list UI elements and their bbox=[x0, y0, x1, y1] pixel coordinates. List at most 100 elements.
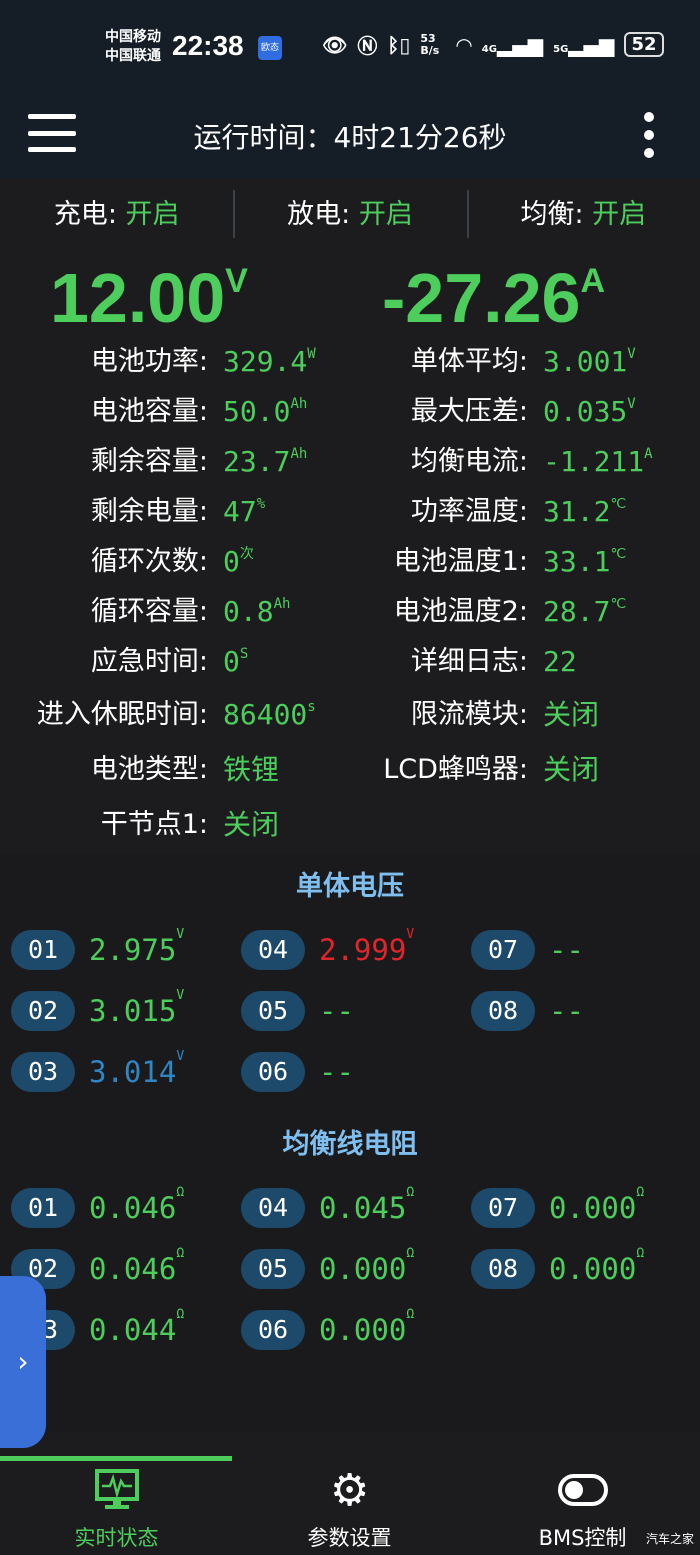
stat-value: 50.0Ah bbox=[223, 387, 307, 437]
stat-value: 关闭 bbox=[543, 745, 599, 795]
nfc-icon: Ⓝ bbox=[357, 34, 378, 58]
stat-row: LCD蜂鸣器: 关闭 bbox=[0, 745, 700, 795]
cell-unit: Ω bbox=[406, 1307, 415, 1322]
net-speed: 53 B/s bbox=[420, 31, 440, 57]
toggle-value: 开启 bbox=[592, 199, 647, 230]
status-bar: 中国移动 中国联通 22:38 欧态 👁 Ⓝ ᛒ▯ 53 B/s ◠ 4G▂▄▆ … bbox=[0, 0, 700, 90]
stat-value: 22 bbox=[543, 637, 577, 687]
stat-unit: Ah bbox=[273, 596, 291, 612]
cell-value-text: 0.000 bbox=[319, 1313, 407, 1347]
stat-value: 0.8Ah bbox=[223, 587, 290, 637]
cell-item: 05 -- bbox=[241, 991, 354, 1031]
stat-value-text: 铁锂 bbox=[223, 753, 280, 786]
cell-value-text: 2.975 bbox=[89, 933, 177, 967]
cell-item: 08 -- bbox=[471, 991, 584, 1031]
more-options-icon[interactable] bbox=[644, 112, 654, 158]
cell-item: 07 -- bbox=[471, 930, 584, 970]
cell-index-badge: 07 bbox=[471, 930, 535, 970]
stat-unit: ℃ bbox=[610, 546, 627, 562]
cell-unit: Ω bbox=[636, 1246, 645, 1261]
cell-item: 08 0.000Ω bbox=[471, 1246, 645, 1289]
stat-label: 电池温度2: bbox=[393, 596, 528, 627]
cell-value: -- bbox=[549, 933, 584, 967]
current-value: -27.26 bbox=[382, 259, 581, 337]
cell-unit: Ω bbox=[636, 1185, 645, 1200]
stat-label: 干节点1: bbox=[100, 809, 208, 840]
cell-unit: Ω bbox=[406, 1185, 415, 1200]
stat-value-text: 31.2 bbox=[543, 495, 611, 528]
stat-value-text: 33.1 bbox=[543, 545, 611, 578]
cell-value: 0.000Ω bbox=[549, 1185, 644, 1225]
cell-index-badge: 04 bbox=[241, 930, 305, 970]
toggle-icon bbox=[466, 1468, 699, 1512]
carrier-2: 中国联通 bbox=[105, 48, 161, 64]
stat-value: 关闭 bbox=[543, 690, 599, 740]
cell-index-badge: 05 bbox=[241, 1249, 305, 1289]
discharge-status[interactable]: 放电: 开启 bbox=[233, 178, 466, 252]
stat-value-text: 23.7 bbox=[223, 445, 291, 478]
stat-label: 均衡电流: bbox=[410, 446, 528, 477]
stat-row: 剩余容量: 23.7Ah bbox=[0, 437, 700, 487]
carrier-info: 中国移动 中国联通 bbox=[105, 28, 161, 66]
net-4g: 4G bbox=[481, 43, 497, 55]
cell-unit: V bbox=[176, 1049, 185, 1064]
stat-value: 关闭 bbox=[223, 800, 279, 850]
cell-panel: 单体电压 01 2.975V 02 3.015V 03 3.014V 04 2.999V 05-… bbox=[0, 852, 700, 1432]
nav-bms-control[interactable]: BMS控制 bbox=[466, 1468, 699, 1552]
cell-index-badge: 04 bbox=[241, 1188, 305, 1228]
stat-row: 最大压差: 0.035V bbox=[0, 387, 700, 437]
stat-value: 0次 bbox=[223, 537, 254, 587]
gear-icon: ⚙ bbox=[329, 1464, 370, 1516]
toggle-label: 充电 bbox=[53, 199, 108, 230]
nav-parameter-settings[interactable]: ⚙ 参数设置 bbox=[233, 1464, 466, 1552]
cell-value-text: 2.999 bbox=[319, 933, 407, 967]
toggle-label: 均衡 bbox=[520, 199, 575, 230]
wifi-icon: ◠ bbox=[456, 32, 472, 57]
stat-value: 23.7Ah bbox=[223, 437, 307, 487]
cell-value: 3.014V bbox=[89, 1049, 184, 1089]
cell-value-text: 0.000 bbox=[549, 1252, 637, 1286]
cell-item: 01 0.046Ω bbox=[11, 1185, 184, 1228]
cell-item: 06 -- bbox=[241, 1052, 354, 1092]
side-drawer-handle[interactable]: › bbox=[0, 1276, 46, 1448]
cell-index-badge: 08 bbox=[471, 1249, 535, 1289]
total-voltage: 12.00V bbox=[50, 258, 248, 338]
stat-value-text: 0.8 bbox=[223, 595, 274, 628]
cell-item: 02 0.046Ω bbox=[11, 1246, 184, 1289]
stat-value: 86400s bbox=[223, 690, 316, 740]
cell-value: 2.999V bbox=[319, 927, 414, 967]
cell-item: 04 0.045Ω bbox=[241, 1185, 415, 1228]
balance-status[interactable]: 均衡: 开启 bbox=[466, 178, 700, 252]
stat-value: 3.001V bbox=[543, 337, 636, 387]
cell-index-badge: 03 bbox=[11, 1052, 75, 1092]
cell-value: 2.975V bbox=[89, 927, 184, 967]
nav-label: 实时状态 bbox=[74, 1526, 159, 1550]
status-icons: 👁 Ⓝ ᛒ▯ 53 B/s ◠ 4G▂▄▆ 5G▂▄▆ 52 bbox=[322, 30, 664, 59]
voltage-unit: V bbox=[225, 262, 248, 300]
stat-value-text: 329.4 bbox=[223, 345, 308, 378]
stat-unit: s bbox=[307, 699, 316, 715]
balance-resistance-title: 均衡线电阻 bbox=[282, 1129, 418, 1160]
stat-label: 详细日志: bbox=[410, 646, 528, 677]
stat-label: 循环容量: bbox=[90, 596, 208, 627]
cell-unit: Ω bbox=[176, 1307, 185, 1322]
menu-icon[interactable] bbox=[28, 114, 76, 152]
stat-value-text: 关闭 bbox=[543, 698, 600, 731]
charge-status[interactable]: 充电: 开启 bbox=[53, 199, 180, 230]
current-unit: A bbox=[580, 262, 606, 300]
cell-voltage-title: 单体电压 bbox=[296, 871, 404, 902]
stat-value-text: 0 bbox=[223, 545, 240, 578]
toggle-label: 放电 bbox=[287, 199, 342, 230]
cell-value-text: 0.046 bbox=[89, 1191, 177, 1225]
stat-label: 进入休眠时间: bbox=[36, 699, 208, 730]
stat-label: 电池类型: bbox=[90, 754, 208, 785]
cell-value: 3.015V bbox=[89, 988, 184, 1028]
cell-unit: V bbox=[176, 988, 185, 1003]
cell-value-text: 0.045 bbox=[319, 1191, 407, 1225]
stat-row: 干节点1: 关闭 bbox=[0, 800, 700, 850]
cell-value: 0.044Ω bbox=[89, 1307, 184, 1347]
stat-unit: Ah bbox=[290, 396, 308, 412]
stat-label: 电池功率: bbox=[90, 346, 208, 377]
toggle-value: 开启 bbox=[358, 199, 413, 230]
nav-realtime-status[interactable]: 实时状态 bbox=[0, 1468, 233, 1552]
